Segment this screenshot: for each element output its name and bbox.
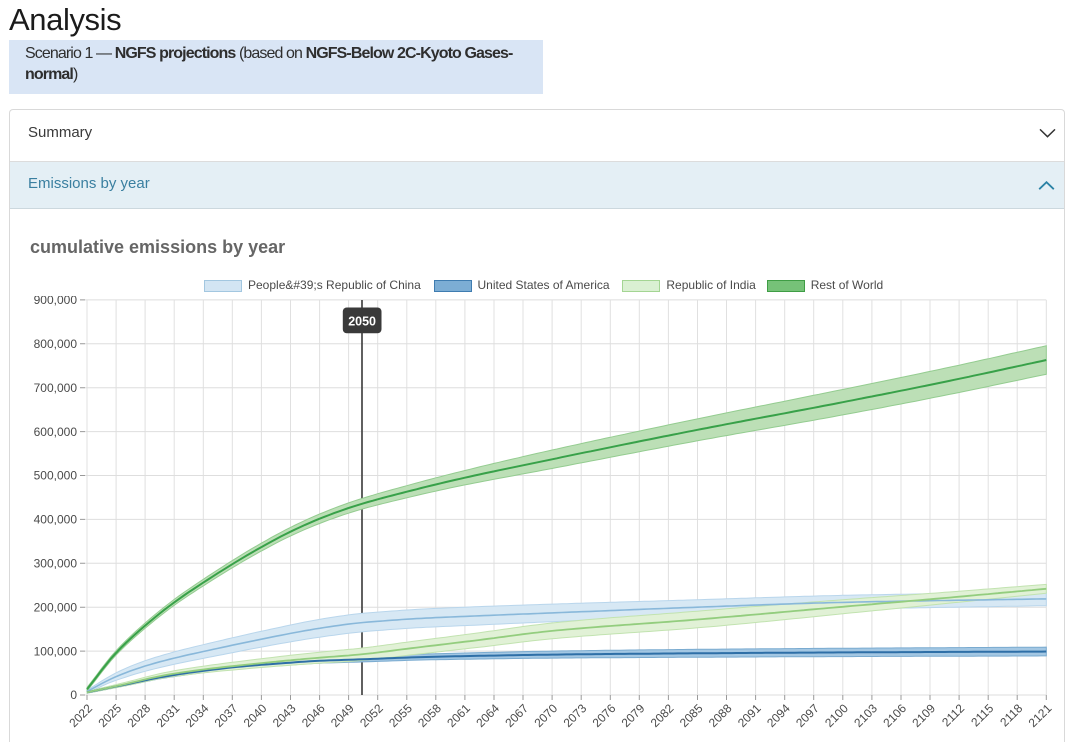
svg-text:2082: 2082 — [648, 701, 677, 730]
svg-text:2037: 2037 — [212, 701, 241, 730]
svg-text:600,000: 600,000 — [34, 425, 78, 439]
svg-text:2061: 2061 — [444, 701, 473, 730]
svg-text:2070: 2070 — [531, 701, 560, 730]
svg-text:2094: 2094 — [764, 701, 793, 730]
svg-text:2049: 2049 — [328, 701, 357, 730]
svg-text:500,000: 500,000 — [34, 469, 78, 483]
svg-text:2067: 2067 — [502, 701, 531, 730]
svg-text:2121: 2121 — [1026, 701, 1055, 730]
svg-text:2106: 2106 — [880, 701, 909, 730]
svg-text:2064: 2064 — [473, 701, 502, 730]
svg-text:200,000: 200,000 — [34, 600, 78, 614]
svg-text:2052: 2052 — [357, 701, 386, 730]
svg-text:2040: 2040 — [241, 701, 270, 730]
svg-text:800,000: 800,000 — [34, 337, 78, 351]
svg-text:2085: 2085 — [677, 701, 706, 730]
svg-text:2076: 2076 — [590, 701, 619, 730]
svg-text:2025: 2025 — [95, 701, 124, 730]
svg-text:2046: 2046 — [299, 701, 328, 730]
svg-text:2109: 2109 — [909, 701, 938, 730]
svg-text:2079: 2079 — [619, 701, 648, 730]
svg-text:2058: 2058 — [415, 701, 444, 730]
svg-text:2073: 2073 — [561, 701, 590, 730]
svg-text:2100: 2100 — [822, 701, 851, 730]
svg-text:2112: 2112 — [939, 701, 967, 729]
svg-text:300,000: 300,000 — [34, 557, 78, 571]
svg-text:900,000: 900,000 — [34, 296, 78, 307]
svg-text:2043: 2043 — [270, 701, 299, 730]
svg-text:2091: 2091 — [735, 701, 764, 730]
svg-text:700,000: 700,000 — [34, 381, 78, 395]
svg-text:0: 0 — [70, 688, 77, 702]
svg-text:2031: 2031 — [154, 701, 183, 730]
svg-text:400,000: 400,000 — [34, 513, 78, 527]
svg-text:2118: 2118 — [997, 701, 1025, 729]
svg-text:2028: 2028 — [124, 701, 153, 730]
svg-text:2088: 2088 — [706, 701, 735, 730]
svg-text:2034: 2034 — [183, 701, 212, 730]
svg-text:100,000: 100,000 — [34, 644, 78, 658]
svg-text:2103: 2103 — [851, 701, 880, 730]
svg-text:2050: 2050 — [348, 314, 376, 328]
svg-text:2097: 2097 — [793, 701, 822, 730]
svg-text:2055: 2055 — [386, 701, 415, 730]
svg-text:2022: 2022 — [66, 701, 95, 730]
svg-text:2115: 2115 — [968, 701, 996, 729]
